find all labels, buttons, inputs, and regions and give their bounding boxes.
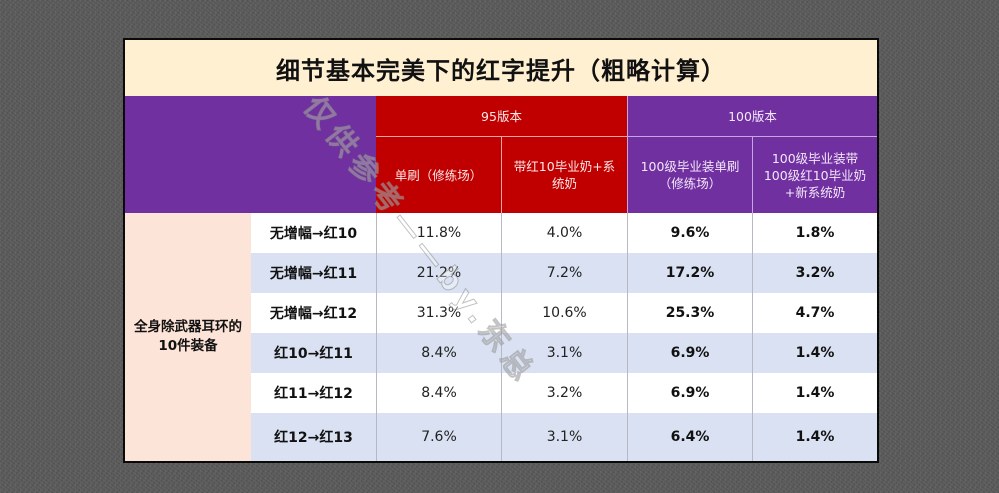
table-cell: 4.0% (501, 213, 627, 253)
table-cell: 6.9% (627, 333, 752, 373)
column-header-line: +新系统奶 (784, 184, 846, 200)
table-cell: 1.8% (752, 213, 877, 253)
table-cell: 8.4% (376, 373, 501, 413)
group-header-95: 95版本 (376, 96, 627, 136)
group-header-100-label: 100版本 (728, 108, 777, 124)
table-cell: 10.6% (501, 293, 627, 333)
column-header-95-solo: 单刷（修练场） (376, 136, 501, 213)
comparison-table: 细节基本完美下的红字提升（粗略计算） 95版本 100版本 单刷（修练场） 带红… (123, 38, 879, 463)
table-cell: 7.2% (501, 253, 627, 293)
column-header-100-with-buffer: 100级毕业装带 100级红10毕业奶 +新系统奶 (752, 136, 877, 213)
row-label-text: 红11→红12 (274, 386, 353, 402)
table-cell: 6.4% (627, 413, 752, 461)
table-title: 细节基本完美下的红字提升（粗略计算） (276, 56, 726, 85)
table-cell: 3.1% (501, 413, 627, 461)
group-header-95-label: 95版本 (481, 108, 522, 124)
group-header-100: 100版本 (627, 96, 877, 136)
table-cell: 3.2% (752, 253, 877, 293)
column-header-line: 100级毕业装带 (771, 150, 859, 166)
group-label-line: 10件装备 (158, 338, 218, 354)
column-header-line: （修练场） (658, 176, 722, 191)
table-cell: 1.4% (752, 333, 877, 373)
table-cell: 17.2% (627, 253, 752, 293)
table-cell: 25.3% (627, 293, 752, 333)
row-label: 红12→红13 (251, 413, 376, 461)
row-label-text: 红10→红11 (274, 346, 353, 362)
table-cell: 7.6% (376, 413, 501, 461)
table-cell: 6.9% (627, 373, 752, 413)
row-label-text: 无增幅→红11 (269, 266, 358, 282)
row-label-text: 无增幅→红12 (269, 306, 358, 322)
table-cell: 11.8% (376, 213, 501, 253)
group-label-line: 全身除武器耳环的 (134, 319, 242, 335)
row-label-text: 红12→红13 (274, 430, 353, 446)
header-corner (125, 96, 376, 213)
table-cell: 31.3% (376, 293, 501, 333)
row-label: 无增幅→红11 (251, 253, 376, 293)
column-header-line: 100级毕业装单刷 (640, 159, 740, 174)
table-cell: 1.4% (752, 373, 877, 413)
table-cell: 4.7% (752, 293, 877, 333)
column-header-100-solo: 100级毕业装单刷 （修练场） (627, 136, 752, 213)
column-header-line: 带红10毕业奶+系 (513, 159, 616, 174)
row-label: 无增幅→红12 (251, 293, 376, 333)
table-cell: 9.6% (627, 213, 752, 253)
table-cell: 1.4% (752, 413, 877, 461)
table-cell: 21.2% (376, 253, 501, 293)
row-label: 无增幅→红10 (251, 213, 376, 253)
column-header-line: 单刷（修练场） (394, 167, 483, 183)
table-cell: 8.4% (376, 333, 501, 373)
column-header-line: 100级红10毕业奶 (763, 167, 867, 183)
equipment-group-label: 全身除武器耳环的 10件装备 (125, 213, 251, 461)
row-label: 红10→红11 (251, 333, 376, 373)
column-header-line: 统奶 (551, 176, 577, 191)
row-label-text: 无增幅→红10 (269, 226, 358, 242)
title-band: 细节基本完美下的红字提升（粗略计算） (125, 40, 877, 96)
column-header-95-with-buffer: 带红10毕业奶+系 统奶 (501, 136, 627, 213)
table-cell: 3.1% (501, 333, 627, 373)
row-label: 红11→红12 (251, 373, 376, 413)
table-cell: 3.2% (501, 373, 627, 413)
